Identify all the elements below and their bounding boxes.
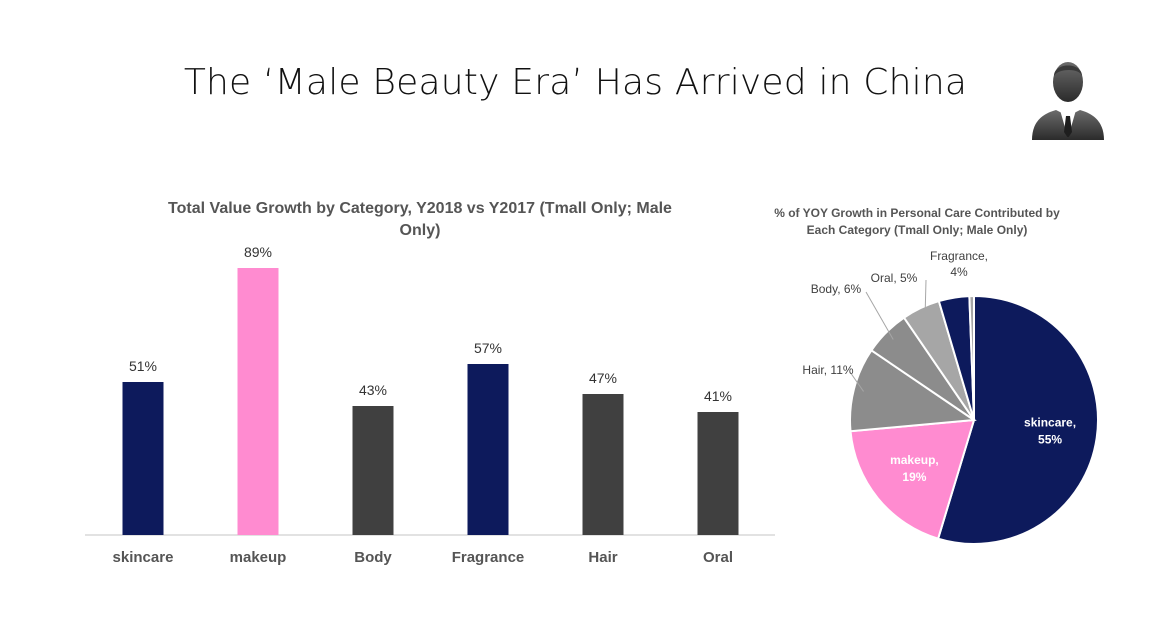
bar-category-label: makeup (230, 549, 287, 566)
pie-slice-label: Body, 6% (811, 282, 862, 296)
pie-slice-label: 55% (1038, 433, 1062, 447)
bar-oral (697, 412, 739, 535)
pie-slice-label: Oral, 5% (871, 271, 918, 285)
bar-chart-title-line-2: Only) (399, 222, 441, 239)
bar-category-label: skincare (113, 549, 174, 566)
pie-leader-line (924, 279, 927, 317)
pie-slice-label: 19% (902, 470, 926, 484)
businessman-icon (1032, 62, 1104, 140)
pie-slice-label: Hair, 11% (802, 363, 853, 377)
bar-fragrance (467, 364, 509, 535)
bar-value-label: 57% (474, 340, 502, 356)
bar-makeup (237, 268, 279, 535)
bar-hair (582, 394, 624, 535)
pie-leader-line (849, 371, 864, 392)
pie-chart-title-line-1: % of YOY Growth in Personal Care Contrib… (774, 206, 1060, 220)
pie-leader-line (865, 291, 894, 340)
slide-title: The ‘Male Beauty Era’ Has Arrived in Chi… (183, 62, 968, 103)
bar-value-label: 47% (589, 370, 617, 386)
bar-value-label: 43% (359, 382, 387, 398)
bar-body (352, 406, 394, 535)
pie-slice-label: Fragrance, (930, 249, 988, 263)
pie-slice-skincare (936, 294, 1099, 545)
bar-category-label: Body (354, 549, 392, 566)
pie-slice-label: makeup, (890, 453, 939, 467)
pie-slice-makeup (849, 418, 976, 540)
pie-slice-hair (849, 348, 977, 433)
bar-chart-title-line-1: Total Value Growth by Category, Y2018 vs… (168, 200, 672, 217)
bar-category-label: Fragrance (452, 549, 525, 566)
bar-category-label: Oral (703, 549, 733, 566)
pie-slice-label: 4% (950, 265, 968, 279)
bar-value-label: 41% (704, 388, 732, 404)
bar-value-label: 89% (244, 244, 272, 260)
bar-chart-title: Total Value Growth by Category, Y2018 vs… (140, 198, 700, 242)
pie-chart-title: % of YOY Growth in Personal Care Contrib… (752, 205, 1082, 239)
pie-slice-other (968, 294, 975, 421)
pie-slice-label: skincare, (1024, 416, 1076, 430)
bar-skincare (122, 382, 164, 535)
bar-value-label: 51% (129, 358, 157, 374)
pie-chart-title-line-2: Each Category (Tmall Only; Male Only) (806, 223, 1028, 237)
bar-category-label: Hair (588, 549, 617, 566)
